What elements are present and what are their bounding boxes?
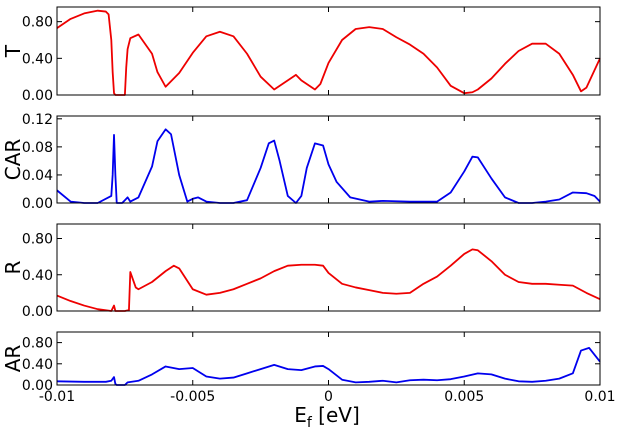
y-tick-label: 0.00 [22,196,53,212]
y-tick-label: 0.08 [22,140,53,156]
y-tick-label: 0.12 [22,112,53,128]
y-tick-label: 0.80 [22,15,53,31]
y-tick-label: 0.00 [22,88,53,104]
panels: 0.00 0.40 0.80 T 0.00 0.04 0.08 0.12 CAR 0.00 0.40… [1,6,616,405]
panel-car: 0.00 0.04 0.08 0.12 CAR [1,112,601,212]
panel-t: 0.00 0.40 0.80 T [1,6,601,104]
series-line-ar [56,347,601,386]
y-tick-label: 0.00 [22,304,53,320]
y-axis-label-r: R [1,260,25,274]
x-axis-label-subscript: f [307,415,313,431]
series-line-car [56,128,601,204]
x-axis-label-unit: [eV] [312,403,360,427]
panel-frame [56,115,601,204]
y-tick-label: 0.40 [22,51,53,67]
y-tick-label: 0.40 [22,357,53,373]
panel-frame [56,223,601,312]
y-axis-label-car: CAR [1,139,25,181]
series-line-t [56,9,601,96]
y-axis-label-ar: AR [1,345,25,373]
panel-r: 0.00 0.40 0.80 R [1,223,601,320]
y-tick-label: 0.40 [22,268,53,284]
x-tick-label: -0.005 [170,389,215,405]
x-axis-label-main: E [294,403,307,427]
panel-frame [56,331,601,386]
x-tick-label: 0.005 [444,389,484,405]
x-tick-label: 0.01 [584,389,615,405]
x-tick-label: 0 [324,389,333,405]
x-axis-label: Ef [eV] [294,403,360,431]
y-tick-label: 0.80 [22,232,53,248]
y-axis-label-t: T [1,44,25,58]
series-line-r [56,248,601,312]
y-tick-label: 0.00 [22,378,53,394]
y-tick-label: 0.04 [22,168,53,184]
x-tick-label: -0.01 [39,389,75,405]
y-tick-label: 0.80 [22,336,53,352]
